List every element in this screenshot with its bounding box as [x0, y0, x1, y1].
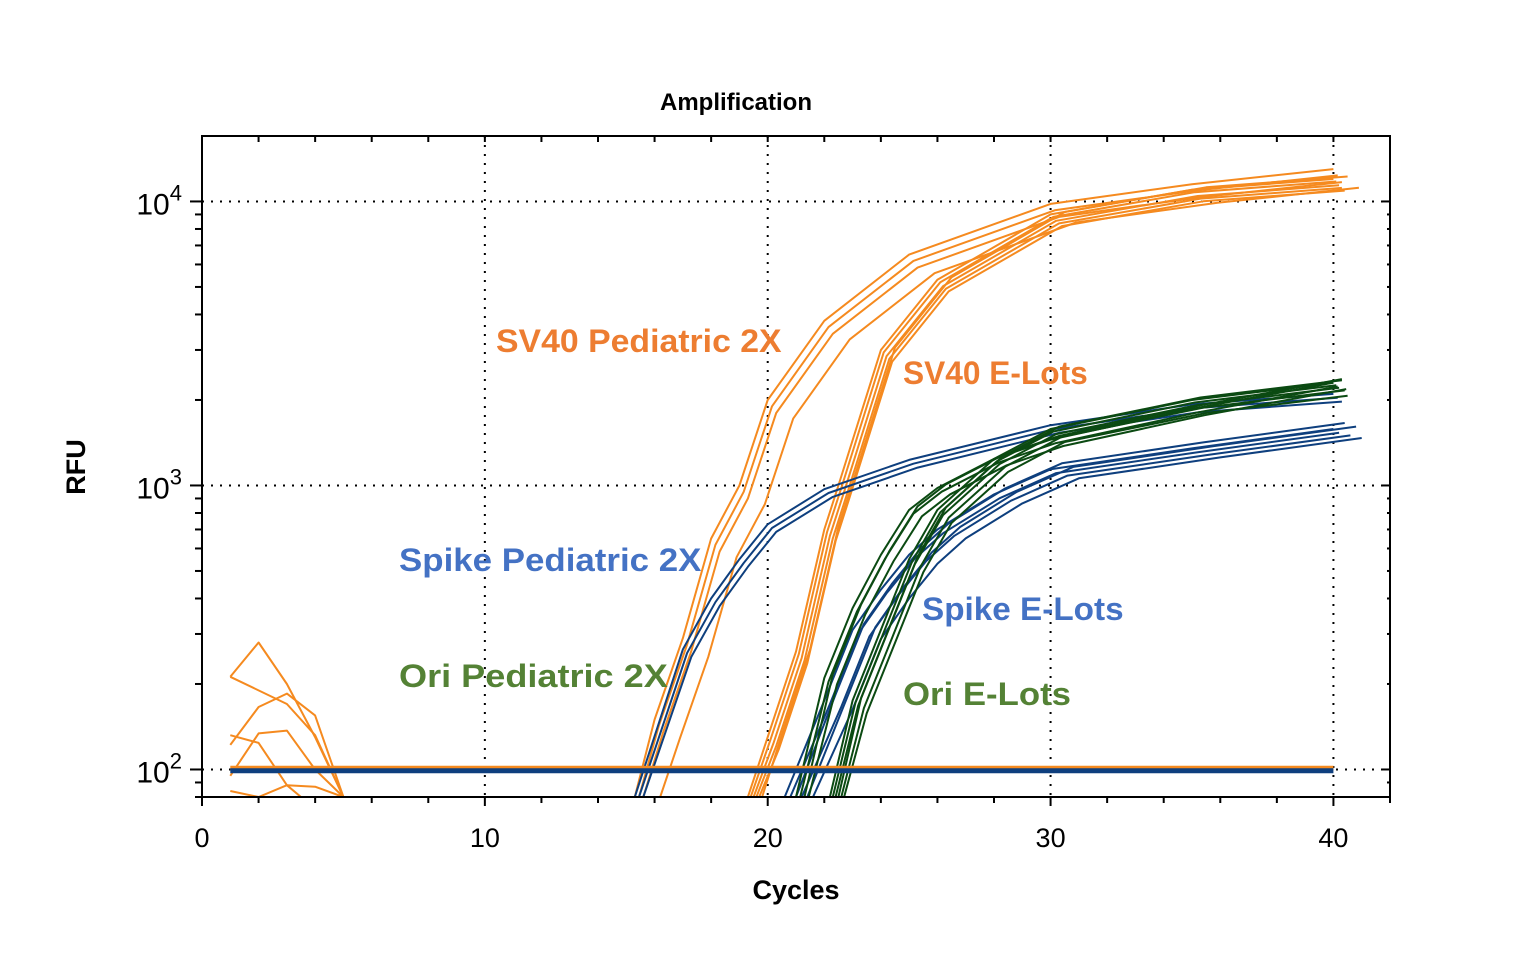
x-axis-label: Cycles: [752, 875, 839, 905]
x-tick-label: 40: [1318, 823, 1348, 853]
series-line-early-noise-5: [229, 729, 345, 797]
series-line-ori-e-lots: [837, 379, 1343, 797]
series-line-early-noise-3: [229, 675, 345, 797]
x-tick-label: 10: [470, 823, 500, 853]
series-line-ori-pediatric-2x: [799, 385, 1338, 797]
y-tick-label: 104: [136, 180, 182, 221]
series-line-spike-pediatric-2x: [638, 396, 1338, 797]
series-line-spike-e-lots: [800, 434, 1351, 797]
series-line-ori-pediatric-2x: [803, 378, 1343, 797]
series-line-ori-e-lots: [831, 384, 1337, 797]
y-tick-label: 103: [136, 464, 182, 505]
annotation-sv40-elots: SV40 E-Lots: [903, 355, 1088, 391]
x-tick-label: 20: [753, 823, 783, 853]
series-line-sv40-e-lots: [755, 186, 1342, 797]
series-line-spike-e-lots: [795, 422, 1345, 797]
series-line-sv40-pediatric-2x: [633, 168, 1334, 797]
axes: 0 10 20 30 40 102 103 104: [136, 135, 1391, 853]
annotation-ori-pediatric: Ori Pediatric 2X: [399, 658, 669, 694]
series-line-sv40-pediatric-2x: [638, 174, 1338, 797]
annotation-spike-pediatric: Spike Pediatric 2X: [399, 542, 702, 578]
series-line-sv40-pediatric-2x: [642, 181, 1343, 797]
y-axis-label: RFU: [61, 439, 91, 495]
series-line-sv40-e-lots: [749, 180, 1337, 797]
annotation-sv40-pediatric: SV40 Pediatric 2X: [496, 323, 782, 359]
plot-frame: [201, 135, 1391, 798]
x-tick-label: 30: [1036, 823, 1066, 853]
annotations: SV40 Pediatric 2X SV40 E-Lots Spike Pedi…: [399, 323, 1124, 712]
series-line-early-noise-1: [229, 641, 345, 797]
series-line-sv40-e-lots: [752, 184, 1340, 797]
x-tick-label: 0: [194, 823, 209, 853]
annotation-ori-elots: Ori E-Lots: [903, 676, 1071, 712]
series-line-ori-e-lots: [843, 394, 1348, 797]
curves: [229, 168, 1362, 797]
series-line-early-noise-4: [230, 734, 302, 797]
series-line-spike-e-lots: [806, 425, 1357, 797]
series-line-early-noise-6: [230, 784, 344, 797]
y-tick-label: 102: [136, 748, 182, 789]
series-line-early-noise-2: [229, 692, 345, 797]
chart-title: Amplification: [660, 89, 812, 116]
series-line-sv40-e-lots: [761, 175, 1348, 797]
series-line-sv40-e-lots: [758, 189, 1345, 797]
series-line-ori-pediatric-2x: [807, 388, 1347, 797]
annotation-spike-elots: Spike E-Lots: [922, 591, 1124, 627]
series-line-ori-e-lots: [840, 389, 1345, 797]
